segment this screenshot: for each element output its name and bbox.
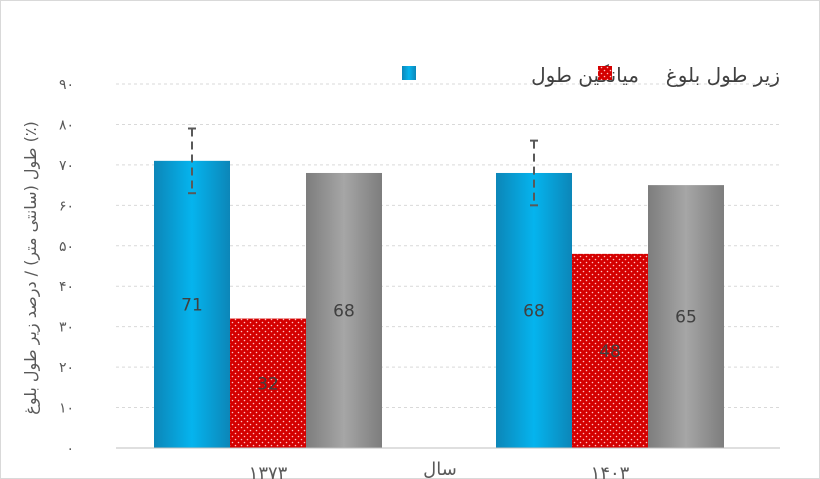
bar-mean-length bbox=[496, 172, 572, 448]
data-label: 71 bbox=[181, 295, 203, 315]
data-label: 68 bbox=[523, 301, 545, 321]
legend-swatch-below-maturity bbox=[598, 66, 612, 80]
x-tick-label: ۱۴۰۳ bbox=[591, 463, 630, 479]
bar-below-maturity bbox=[572, 253, 648, 448]
y-tick-label: ۱۰ bbox=[59, 401, 74, 417]
data-label: 68 bbox=[333, 301, 355, 321]
legend-label-below-maturity: زیر طول بلوغ bbox=[666, 63, 780, 87]
bar-below-maturity bbox=[230, 318, 306, 448]
bars bbox=[154, 127, 724, 448]
y-tick-label: ۶۰ bbox=[59, 198, 74, 214]
x-axis-label: سال bbox=[423, 459, 457, 479]
legend-swatch-length bbox=[402, 66, 416, 80]
x-tick-label: ۱۳۷۳ bbox=[249, 463, 288, 479]
bar-mean-length bbox=[154, 160, 230, 448]
data-label: 32 bbox=[257, 374, 279, 394]
bar-third-series bbox=[648, 185, 724, 448]
error-bar bbox=[530, 139, 538, 207]
y-axis-ticks: ۰ ۱۰ ۲۰ ۳۰ ۴۰ ۵۰ ۶۰ ۷۰ ۸۰ ۹۰ bbox=[59, 77, 74, 457]
y-tick-label: ۲۰ bbox=[59, 360, 74, 376]
bar-third-series bbox=[306, 172, 382, 448]
y-tick-label: ۵۰ bbox=[59, 239, 74, 255]
y-tick-label: ۳۰ bbox=[59, 320, 74, 336]
y-tick-label: ۹۰ bbox=[59, 77, 74, 93]
x-axis-ticks: ۱۳۷۳ ۱۴۰۳ bbox=[249, 463, 630, 479]
y-tick-label: ۷۰ bbox=[59, 158, 74, 174]
data-label: 48 bbox=[599, 342, 621, 362]
y-axis-label: طول (سانتی متر) / درصد زیر طول بلوغ (٪) bbox=[21, 121, 41, 414]
legend: میانگین طول زیر طول بلوغ bbox=[402, 63, 780, 87]
y-tick-label: ۴۰ bbox=[59, 279, 74, 295]
data-labels: 71 32 68 68 48 65 bbox=[181, 295, 697, 394]
y-tick-label: ۰ bbox=[66, 441, 74, 457]
legend-label-length: میانگین طول bbox=[531, 63, 639, 87]
data-label: 65 bbox=[675, 308, 697, 328]
error-bar bbox=[188, 127, 196, 195]
y-tick-label: ۸۰ bbox=[59, 117, 74, 133]
